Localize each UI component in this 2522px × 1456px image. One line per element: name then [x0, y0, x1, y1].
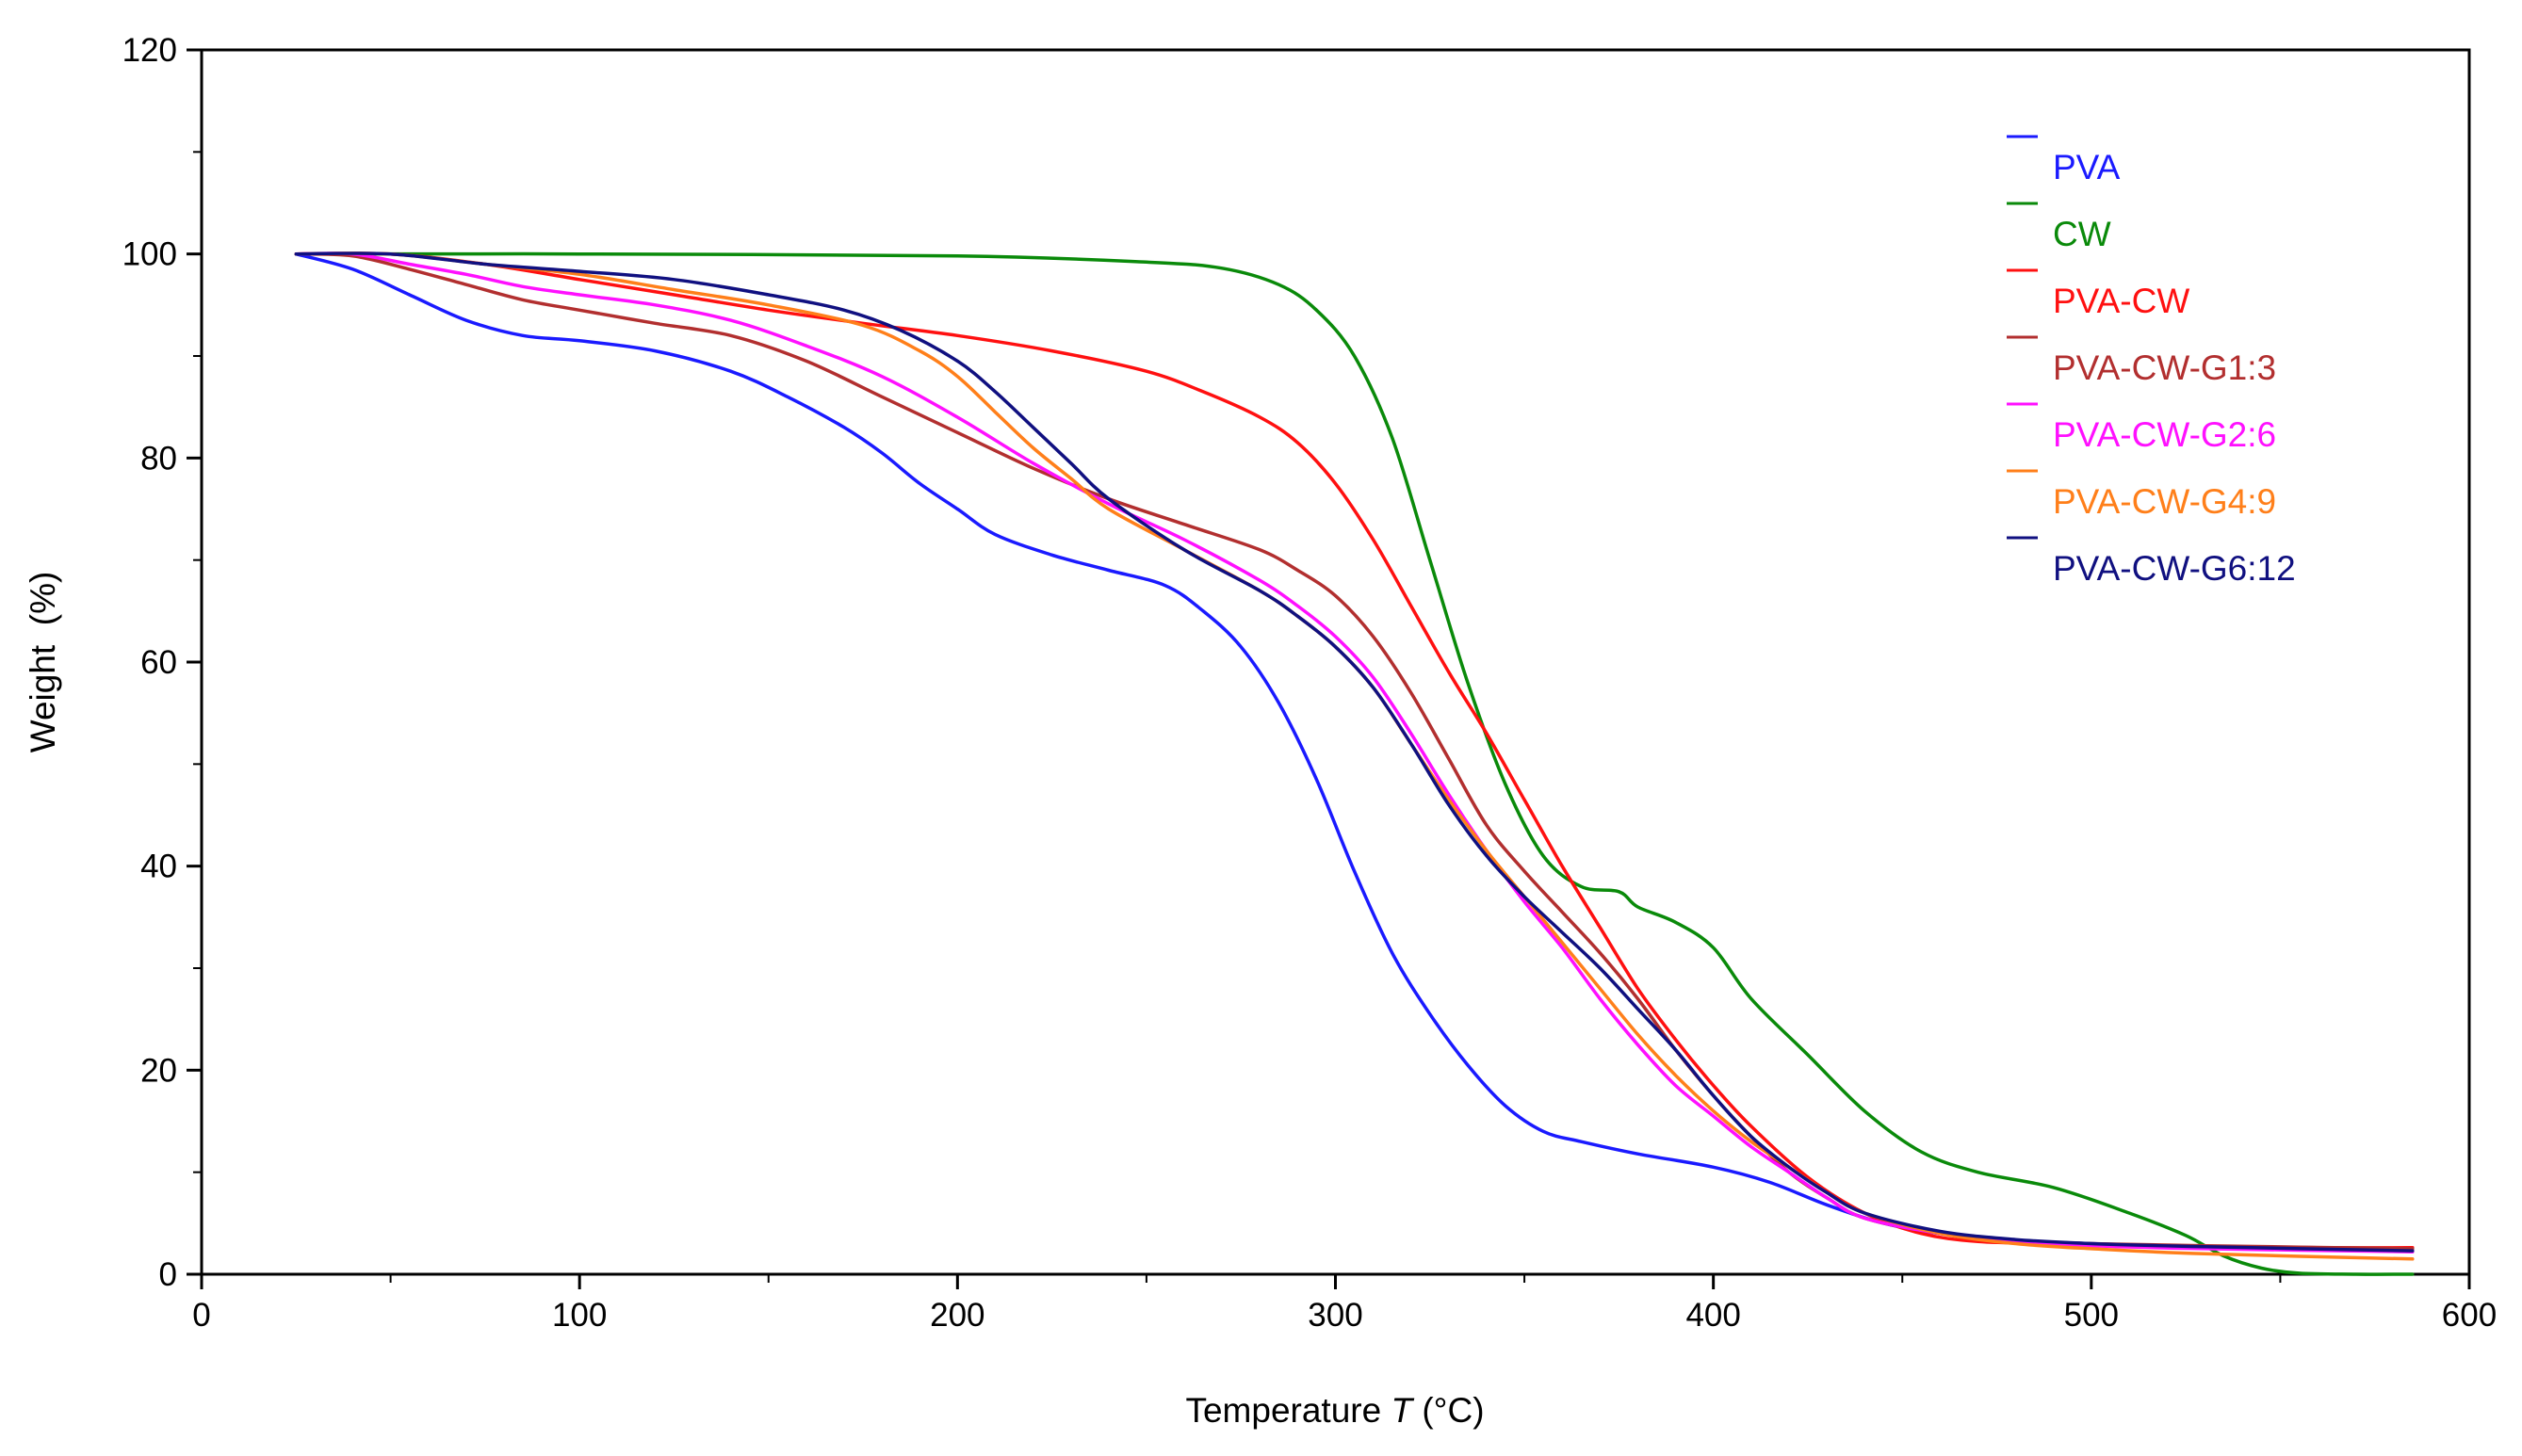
y-tick-label: 60: [140, 644, 177, 681]
y-tick-label: 100: [122, 236, 177, 273]
legend-label: PVA-CW-G4:9: [2053, 482, 2276, 521]
series-line-pva-cw-g4-9: [294, 251, 2415, 1261]
legend-label: CW: [2053, 215, 2111, 253]
x-axis-title-symbol: T: [1391, 1391, 1414, 1430]
x-tick-label: 100: [552, 1297, 607, 1334]
legend: PVA CW PVA-CW PVA-CW-G1:3 PVA-CW-G2:6 PVA-CW-…: [2007, 135, 2296, 588]
x-axis-title: Temperature T (°C): [1185, 1391, 1484, 1430]
plot-frame: [200, 48, 2471, 1276]
x-axis-ticks: 0 100 200 300 400 500 600: [192, 1274, 2497, 1334]
legend-label: PVA-CW: [2053, 282, 2189, 320]
series-line-pva-cw-g6-12: [294, 251, 2415, 1253]
series-line-pva-cw-g1-3: [294, 251, 2415, 1251]
x-tick-label: 200: [930, 1297, 984, 1334]
x-tick-label: 0: [192, 1297, 210, 1334]
x-axis-title-unit: (°C): [1422, 1391, 1484, 1430]
series-line-pva-cw-g2-6: [294, 251, 2415, 1254]
y-tick-label: 0: [159, 1256, 177, 1293]
y-tick-label: 80: [140, 440, 177, 477]
legend-label: PVA-CW-G6:12: [2053, 549, 2296, 588]
x-axis-title-label: Temperature: [1185, 1391, 1381, 1430]
y-axis-ticks: 0 20 40 60 80 100 120: [122, 32, 202, 1293]
legend-label: PVA-CW-G2:6: [2053, 415, 2276, 454]
x-tick-label: 300: [1308, 1297, 1362, 1334]
series-line-pva: [294, 251, 2415, 1251]
y-axis-title: Weight (%): [24, 572, 62, 753]
legend-label: PVA: [2053, 148, 2121, 186]
series-lines: [294, 251, 2415, 1276]
legend-label: PVA-CW-G1:3: [2053, 348, 2276, 387]
series-line-cw: [294, 251, 2415, 1276]
series-line-pva-cw: [294, 251, 2415, 1250]
y-tick-label: 20: [140, 1052, 177, 1089]
x-tick-label: 600: [2442, 1297, 2497, 1334]
x-tick-label: 500: [2064, 1297, 2119, 1334]
y-tick-label: 40: [140, 849, 177, 885]
y-tick-label: 120: [122, 32, 177, 69]
x-tick-label: 400: [1685, 1297, 1740, 1334]
